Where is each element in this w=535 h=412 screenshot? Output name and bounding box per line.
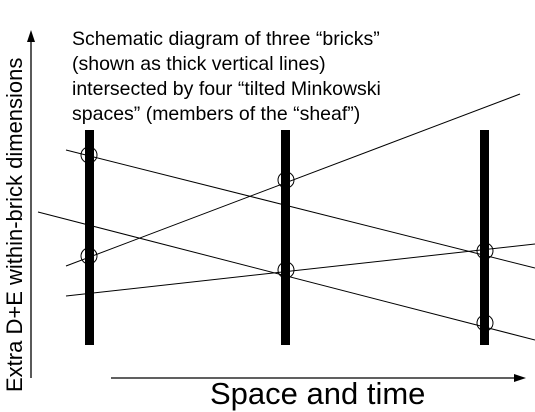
intersection-circle [476,242,494,260]
intersection-markers [80,146,494,332]
brick-2 [281,130,290,345]
x-axis: Space and time [111,374,526,411]
intersection-circle [80,146,98,164]
y-axis: Extra D+E within-brick dimensions [2,30,35,392]
caption: Schematic diagram of three “bricks” (sho… [72,28,381,125]
x-axis-arrowhead [514,374,526,382]
y-axis-arrowhead [27,30,35,42]
y-axis-label: Extra D+E within-brick dimensions [2,58,27,392]
bricks [85,130,489,345]
intersection-circle [277,171,295,189]
brick-3 [480,130,489,345]
intersection-circle [80,247,98,265]
caption-line-1: Schematic diagram of three “bricks” [72,28,380,50]
x-axis-label: Space and time [210,376,425,411]
caption-line-4: spaces” (members of the “sheaf”) [72,103,360,125]
minkowski-space-2 [65,149,535,269]
minkowski-space-1 [65,93,521,267]
intersection-circle [476,314,494,332]
minkowski-space-4 [65,243,535,297]
caption-line-2: (shown as thick vertical lines) [72,53,326,75]
brick-1 [85,130,94,345]
intersection-circle [277,261,295,279]
caption-line-3: intersected by four “tilted Minkowski [72,78,381,100]
